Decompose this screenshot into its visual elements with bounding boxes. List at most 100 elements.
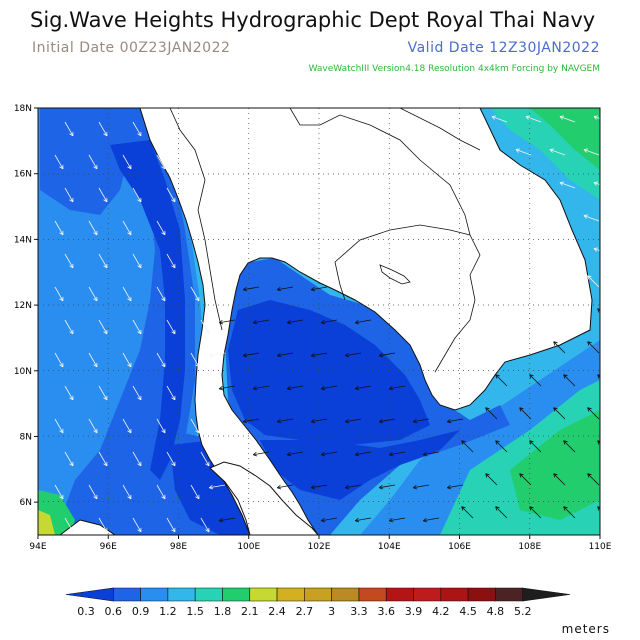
wave-arrow-head bbox=[587, 341, 592, 346]
wave-arrow bbox=[98, 319, 108, 335]
wave-arrow bbox=[553, 341, 566, 354]
lat-tick-label: 16N bbox=[14, 170, 32, 180]
wave-arrow-head bbox=[276, 352, 282, 358]
wave-arrow-head bbox=[310, 352, 316, 358]
wave-arrow bbox=[132, 451, 142, 467]
legend-label: 1.2 bbox=[159, 605, 177, 618]
wave-arrow bbox=[379, 352, 396, 357]
wave-arrow bbox=[311, 418, 328, 423]
wave-arrow-head bbox=[515, 148, 520, 153]
wave-arrow-head bbox=[529, 374, 534, 379]
legend-swatch bbox=[413, 587, 442, 602]
lon-tick-label: 106E bbox=[448, 542, 471, 552]
lat-tick-label: 6N bbox=[20, 498, 32, 508]
wave-arrow bbox=[88, 484, 98, 500]
wave-arrow-head bbox=[563, 506, 568, 511]
wave-arrow bbox=[355, 451, 372, 456]
wave-arrow bbox=[219, 385, 236, 390]
wave-arrow bbox=[166, 385, 176, 401]
wave-height-legend: 0.3 0.6 0.9 1.2 1.5 1.8 2.1 2.4 2.7 3 3.3 3.6 3.9 4.2… bbox=[65, 587, 571, 618]
lon-tick-label: 110E bbox=[589, 542, 612, 552]
wave-arrow bbox=[54, 154, 64, 170]
legend-swatch bbox=[495, 587, 524, 602]
wave-arrow bbox=[166, 253, 176, 269]
legend-swatch bbox=[112, 587, 141, 602]
lat-tick-label: 14N bbox=[14, 235, 32, 245]
wave-arrow-head bbox=[446, 418, 452, 424]
wave-arrow-head bbox=[563, 374, 568, 379]
wave-arrow bbox=[122, 418, 132, 434]
legend-label: 2.1 bbox=[241, 605, 259, 618]
lat-tick-label: 12N bbox=[14, 301, 32, 311]
wave-arrow bbox=[389, 451, 406, 456]
wave-arrow-head bbox=[563, 440, 568, 445]
legend-swatch bbox=[385, 587, 414, 602]
scs-northeast-high bbox=[530, 108, 600, 170]
legend-swatch bbox=[65, 587, 114, 602]
legend-label: 3.6 bbox=[377, 605, 395, 618]
wave-arrow-head bbox=[127, 164, 132, 170]
wave-arrow-head bbox=[69, 131, 74, 137]
wave-arrow bbox=[64, 253, 74, 269]
wave-arrow-head bbox=[208, 352, 214, 358]
wave-arrow-head bbox=[242, 286, 248, 292]
wave-arrow bbox=[190, 286, 200, 302]
lon-tick-label: 98E bbox=[170, 542, 187, 552]
wave-arrow bbox=[345, 352, 362, 357]
wave-arrow bbox=[190, 484, 200, 500]
wave-arrow-head bbox=[103, 263, 108, 269]
wave-arrow bbox=[389, 517, 406, 522]
wave-arrow-head bbox=[378, 418, 384, 424]
wave-arrow-head bbox=[525, 115, 530, 120]
legend-swatch bbox=[522, 587, 571, 602]
wave-arrow-head bbox=[137, 197, 142, 203]
wave-arrow-head bbox=[161, 296, 166, 302]
legend-label: 4.2 bbox=[432, 605, 450, 618]
wave-arrow-head bbox=[93, 296, 98, 302]
wave-arrow-head bbox=[412, 418, 418, 424]
wave-arrow bbox=[355, 385, 372, 390]
wave-arrow bbox=[491, 116, 508, 123]
wave-arrow bbox=[287, 319, 304, 324]
wave-arrow bbox=[355, 517, 372, 522]
wave-arrow-head bbox=[103, 329, 108, 335]
wave-arrow-head bbox=[286, 385, 292, 391]
wave-arrow-head bbox=[242, 418, 248, 424]
wave-arrow-head bbox=[593, 115, 598, 120]
wave-arrow bbox=[209, 484, 226, 489]
wave-arrow bbox=[277, 352, 294, 357]
wave-arrow-head bbox=[549, 148, 554, 153]
wave-arrow-head bbox=[137, 527, 142, 533]
legend-units: meters bbox=[561, 622, 610, 636]
wave-arrow bbox=[525, 116, 542, 123]
wave-arrow bbox=[253, 385, 270, 390]
legend-swatch bbox=[140, 587, 169, 602]
wave-arrow-head bbox=[195, 428, 200, 434]
wave-arrow bbox=[88, 220, 98, 236]
wave-arrow-head bbox=[276, 418, 282, 424]
wave-arrow-head bbox=[69, 329, 74, 335]
wave-arrow-head bbox=[171, 263, 176, 269]
lon-tick-label: 94E bbox=[29, 542, 46, 552]
wave-arrow-head bbox=[171, 395, 176, 401]
wave-arrow bbox=[587, 341, 600, 354]
wave-arrow bbox=[132, 517, 142, 533]
wave-arrow-head bbox=[310, 286, 316, 292]
wave-arrow-head bbox=[286, 319, 292, 325]
southwest-yellow-corner bbox=[38, 510, 55, 535]
lake-tonle-sap bbox=[379, 264, 411, 285]
wave-arrow-head bbox=[205, 329, 210, 335]
land-indochina bbox=[139, 108, 593, 535]
wave-arrow-head bbox=[171, 461, 176, 467]
wave-arrow-head bbox=[559, 115, 564, 120]
wave-arrow bbox=[277, 484, 294, 489]
wave-arrow bbox=[529, 506, 542, 519]
wave-arrow-head bbox=[93, 494, 98, 500]
wave-arrow-head bbox=[161, 230, 166, 236]
wave-arrow-head bbox=[320, 319, 326, 325]
wave-arrow bbox=[122, 154, 132, 170]
lon-axis: 94E 96E 98E 100E 102E 104E 106E 108E 110E bbox=[29, 535, 612, 552]
legend-label: 3 bbox=[328, 605, 335, 618]
wave-arrow-head bbox=[69, 461, 74, 467]
